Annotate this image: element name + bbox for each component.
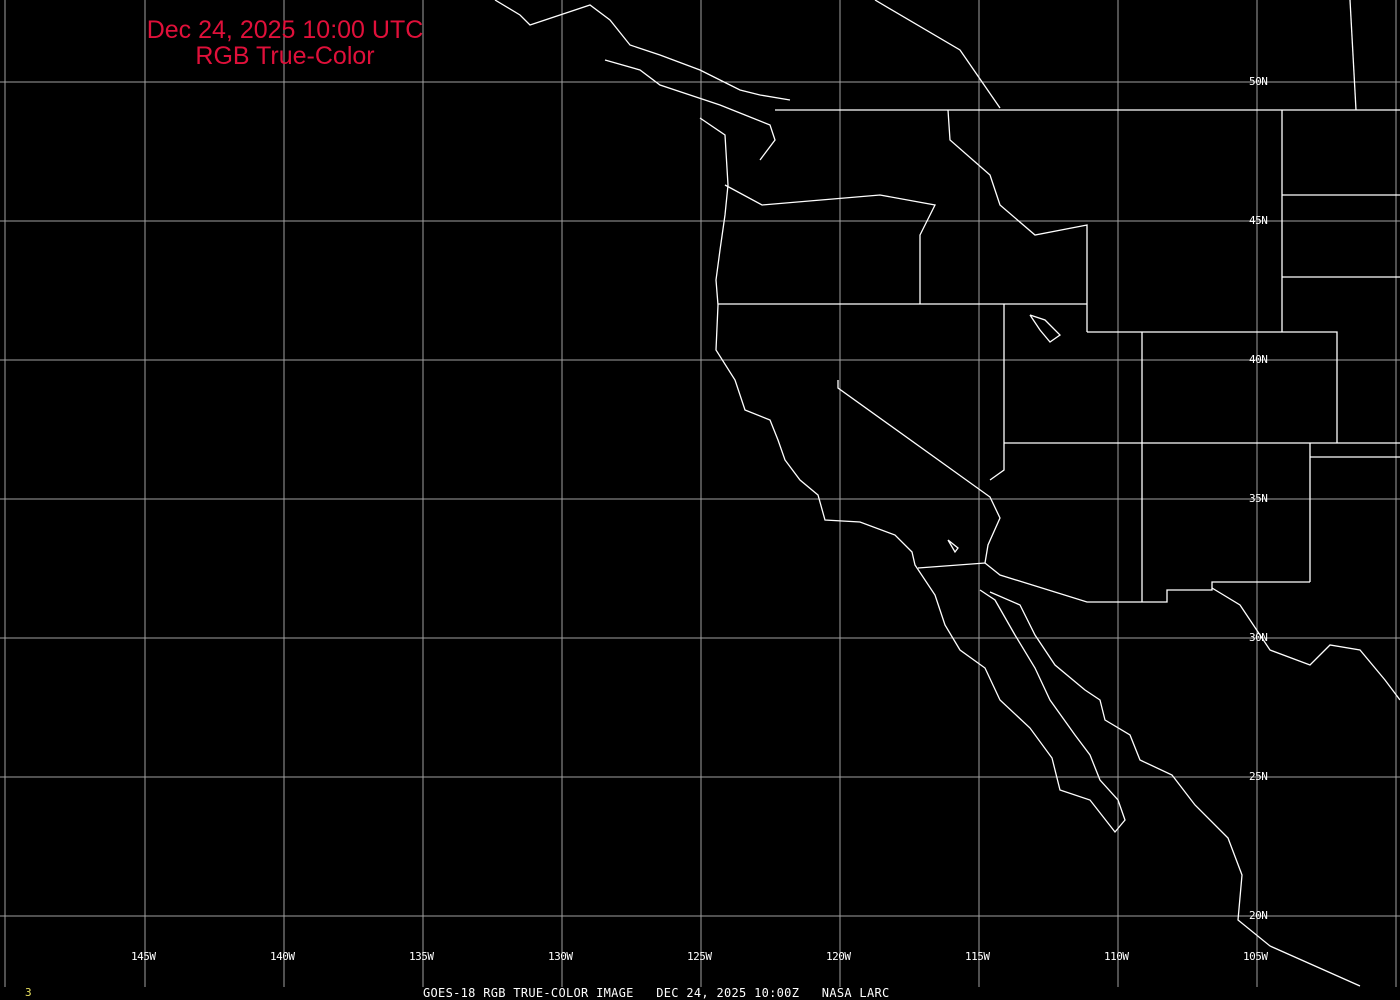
latitude-label: 20N [1249,909,1268,922]
great-salt-lake [1029,314,1062,343]
canada-province-border [1349,0,1357,111]
vancouver-island-coast [604,59,776,161]
ut-wy-border [1087,331,1338,443]
salton-sea [947,539,959,554]
longitude-label: 120W [826,950,851,963]
latitude-label: 35N [1249,492,1268,505]
latitude-label: 50N [1249,75,1268,88]
latitude-label: 40N [1249,353,1268,366]
latitude-label: 25N [1249,770,1268,783]
wa-or-border [724,184,936,304]
longitude-label: 105W [1243,950,1268,963]
pacific-coast [699,117,1126,834]
us-mexico-border [917,562,1310,603]
gulf-coast [1211,587,1400,701]
idaho-border [947,109,1088,332]
frame-number: 3 [25,986,32,999]
longitude-label: 140W [270,950,295,963]
mainland-mexico-coast [989,591,1361,987]
longitude-label: 145W [131,950,156,963]
longitude-label: 125W [687,950,712,963]
longitude-label: 135W [409,950,434,963]
map-title-date: Dec 24, 2025 10:00 UTC [146,16,424,44]
map-title-product: RGB True-Color [195,42,375,70]
rockies-line [874,0,1001,109]
longitude-label: 115W [965,950,990,963]
ca-nv-border [837,380,1001,564]
bc-coast [494,0,791,101]
footer-caption: GOES-18 RGB TRUE-COLOR IMAGE DEC 24, 202… [423,986,890,1000]
nv-ut-border [989,304,1005,481]
latitude-label: 45N [1249,214,1268,227]
coastlines-and-borders [494,0,1400,987]
longitude-label: 110W [1104,950,1129,963]
longitude-label: 130W [548,950,573,963]
latitude-label: 30N [1249,631,1268,644]
